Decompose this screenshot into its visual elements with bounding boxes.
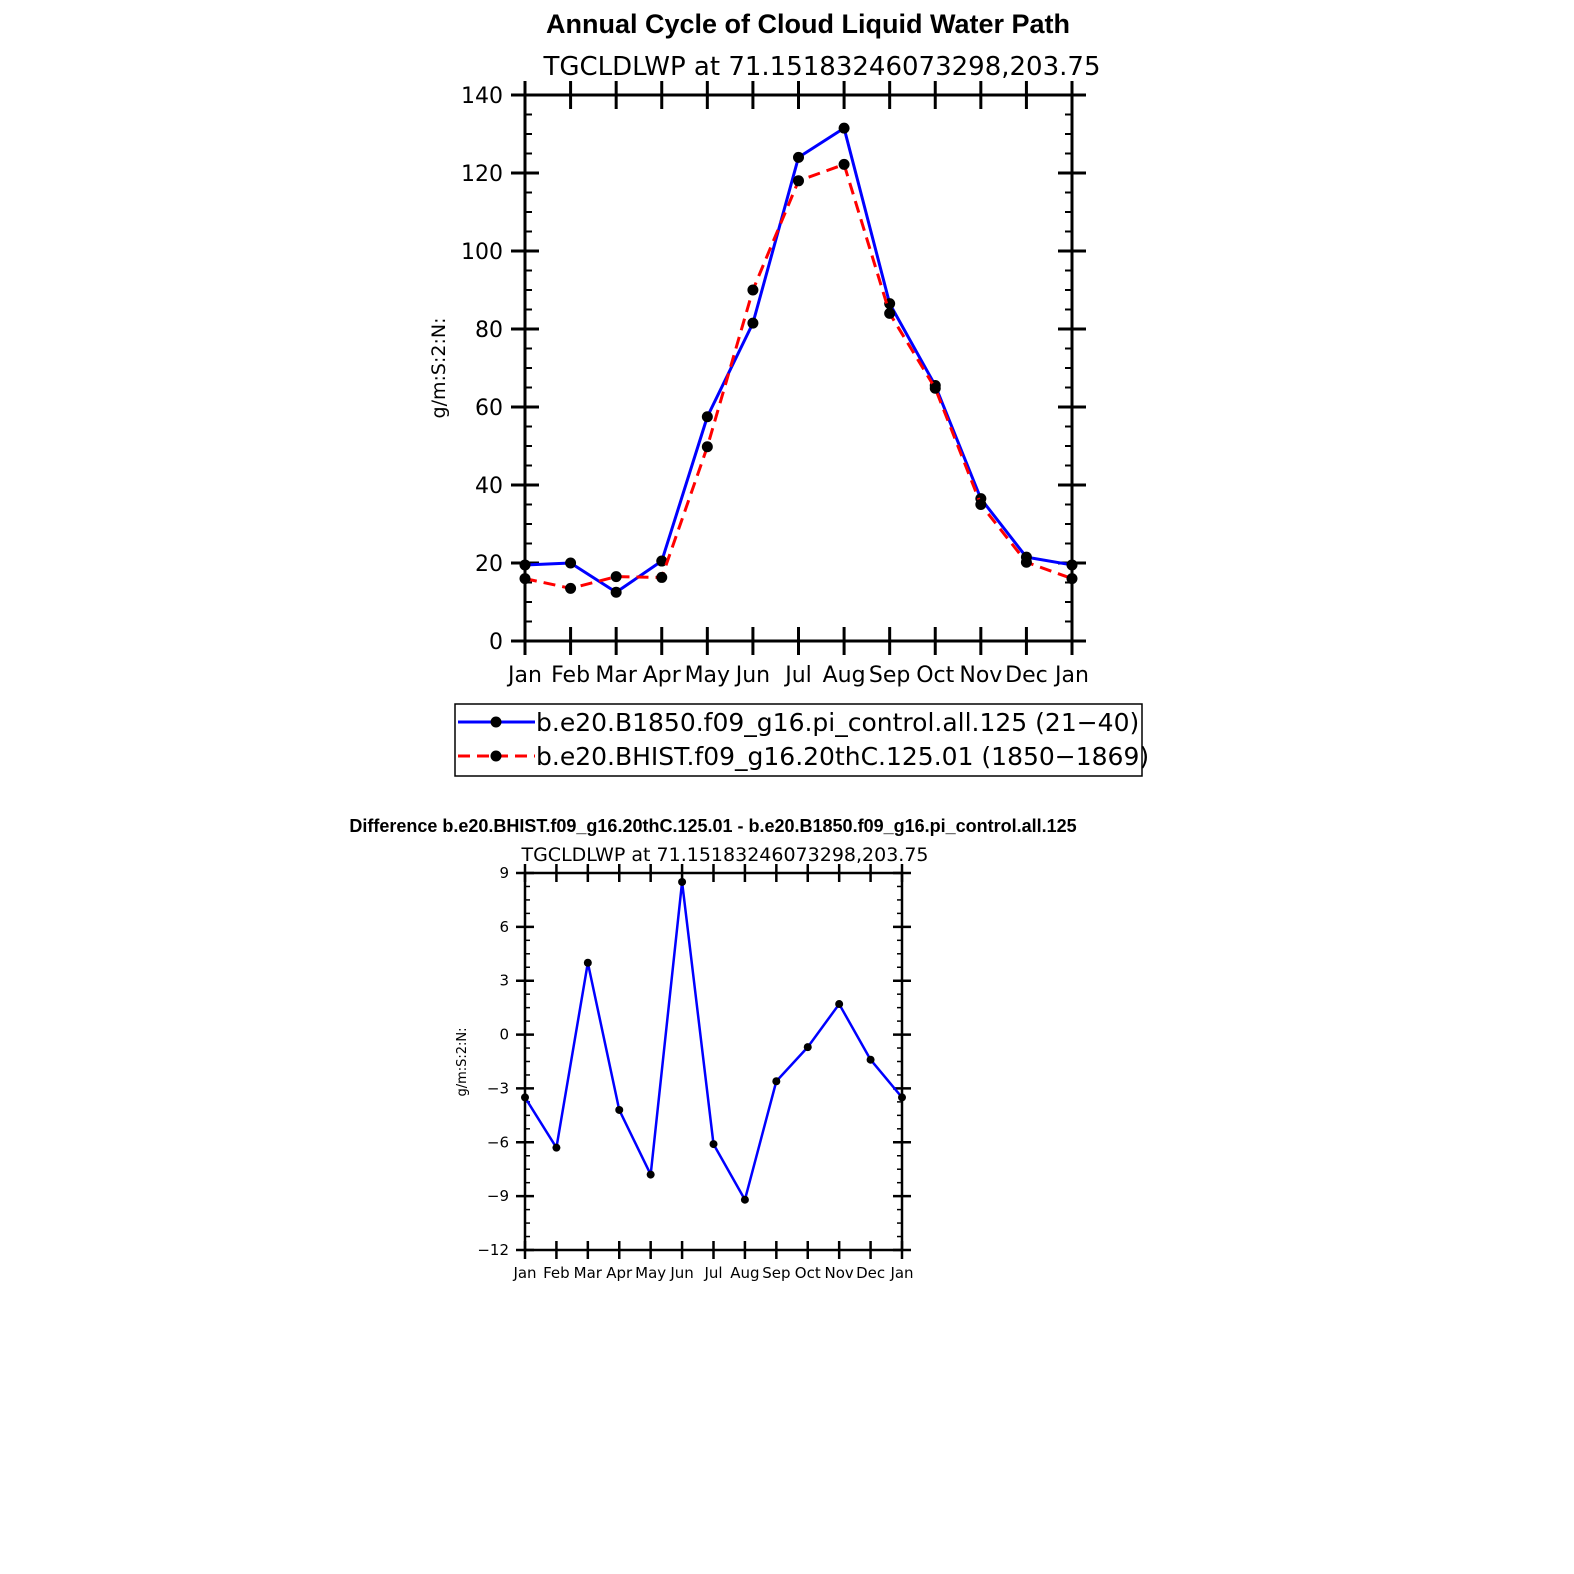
- x-tick-label: Oct: [795, 1264, 821, 1282]
- difference-chart-subtitle: TGCLDLWP at 71.15183246073298,203.75: [520, 844, 928, 866]
- y-tick-label: −6: [487, 1133, 509, 1151]
- series-line-0: [524, 126, 1073, 594]
- data-point: [975, 499, 987, 510]
- x-tick-label: May: [685, 663, 730, 688]
- data-point: [610, 571, 622, 583]
- data-point: [740, 1195, 749, 1204]
- y-tick-label: 140: [461, 84, 503, 109]
- y-tick-label: 100: [461, 240, 503, 265]
- y-tick-label: 80: [475, 318, 503, 343]
- x-tick-label: Oct: [916, 663, 954, 688]
- x-tick-label: Jan: [512, 1264, 536, 1282]
- y-tick-label: −9: [487, 1187, 509, 1205]
- x-tick-label: Sep: [762, 1264, 790, 1282]
- y-tick-label: 120: [461, 162, 503, 187]
- data-point: [583, 958, 592, 967]
- y-tick-label: 3: [499, 972, 509, 990]
- data-point: [747, 317, 759, 329]
- difference-plot: −12 −9 −6 −3 0 3 6 9 Jan Feb Mar Apr May Jun Jul Aug Sep…: [477, 864, 914, 1282]
- x-tick-label: Apr: [606, 1264, 633, 1282]
- x-tick-label: Apr: [643, 663, 682, 688]
- y-tick-label: 6: [499, 918, 509, 936]
- data-point: [929, 382, 941, 394]
- difference-chart-title: Difference b.e20.BHIST.f09_g16.20thC.125…: [349, 816, 1076, 836]
- data-point: [701, 411, 713, 423]
- x-tick-label: Jun: [669, 1264, 693, 1282]
- data-point: [884, 307, 896, 319]
- data-point: [701, 441, 713, 453]
- data-point: [615, 1105, 624, 1114]
- legend: b.e20.B1850.f09_g16.pi_control.all.125 (…: [454, 703, 1149, 777]
- x-tick-label: Feb: [543, 1264, 570, 1282]
- x-tick-label: Jul: [783, 663, 812, 688]
- data-point: [519, 573, 531, 585]
- y-tick-label: 20: [475, 552, 503, 577]
- x-tick-label: Nov: [959, 663, 1002, 688]
- data-point: [772, 1077, 781, 1086]
- y-tick-label: −3: [487, 1079, 509, 1097]
- x-tick-label: Mar: [574, 1264, 603, 1282]
- data-point: [552, 1143, 561, 1152]
- legend-box: [454, 703, 1143, 777]
- legend-marker: [490, 716, 502, 728]
- data-point: [793, 175, 804, 187]
- x-tick-label: Nov: [825, 1264, 854, 1282]
- x-tick-label: Jun: [734, 663, 770, 688]
- data-point: [1066, 573, 1078, 585]
- y-axis-label: g/m:S:2:N:: [428, 318, 450, 419]
- data-point: [678, 877, 687, 886]
- data-point: [709, 1140, 718, 1149]
- legend-label: b.e20.B1850.f09_g16.pi_control.all.125 (…: [536, 708, 1139, 737]
- data-point: [646, 1170, 655, 1179]
- data-point: [838, 122, 850, 134]
- x-tick-label: Dec: [1005, 663, 1048, 688]
- data-point: [866, 1055, 875, 1064]
- x-tick-label: Aug: [823, 663, 866, 688]
- data-point: [521, 1093, 529, 1102]
- x-tick-label: Mar: [595, 663, 637, 688]
- data-point: [610, 586, 622, 598]
- legend-marker: [490, 750, 502, 762]
- chart-subtitle: TGCLDLWP at 71.15183246073298,203.75: [542, 52, 1100, 82]
- y-tick-label: 40: [475, 474, 503, 499]
- series-line-0: [523, 880, 903, 1201]
- data-point: [656, 555, 668, 567]
- plot-frame: [523, 871, 904, 1252]
- data-point: [565, 557, 577, 569]
- y-tick-label: 9: [499, 864, 509, 882]
- data-point: [898, 1093, 906, 1102]
- difference-y-axis-label: g/m:S:2:N:: [455, 1027, 470, 1096]
- y-tick-label: 0: [489, 630, 503, 655]
- x-tick-label: Aug: [730, 1264, 759, 1282]
- x-tick-label: Jul: [703, 1264, 722, 1282]
- data-point: [656, 571, 668, 583]
- data-point: [793, 151, 804, 163]
- data-point: [519, 559, 531, 571]
- y-tick-label: 0: [499, 1026, 509, 1044]
- x-tick-label: Jan: [889, 1264, 913, 1282]
- chart-title: Annual Cycle of Cloud Liquid Water Path: [546, 9, 1070, 39]
- x-tick-label: Feb: [551, 663, 590, 688]
- data-point: [803, 1043, 812, 1052]
- legend-label: b.e20.BHIST.f09_g16.20thC.125.01 (1850−1…: [536, 742, 1149, 771]
- x-tick-label: May: [635, 1264, 666, 1282]
- data-point: [838, 158, 850, 170]
- series-line-1: [524, 162, 1073, 590]
- annual-cycle-plot: 0 20 40 60 80 100 120 140 Jan Feb Mar Apr May Jun Jul A…: [461, 81, 1089, 688]
- y-tick-label: 60: [475, 396, 503, 421]
- data-point: [835, 1000, 844, 1009]
- x-tick-label: Jan: [1053, 663, 1089, 688]
- data-point: [565, 582, 577, 594]
- data-point: [1066, 559, 1078, 571]
- x-tick-label: Dec: [856, 1264, 885, 1282]
- x-tick-label: Jan: [506, 663, 542, 688]
- x-tick-label: Sep: [869, 663, 910, 688]
- y-tick-label: −12: [477, 1241, 509, 1259]
- data-point: [747, 284, 759, 296]
- data-point: [1020, 556, 1032, 568]
